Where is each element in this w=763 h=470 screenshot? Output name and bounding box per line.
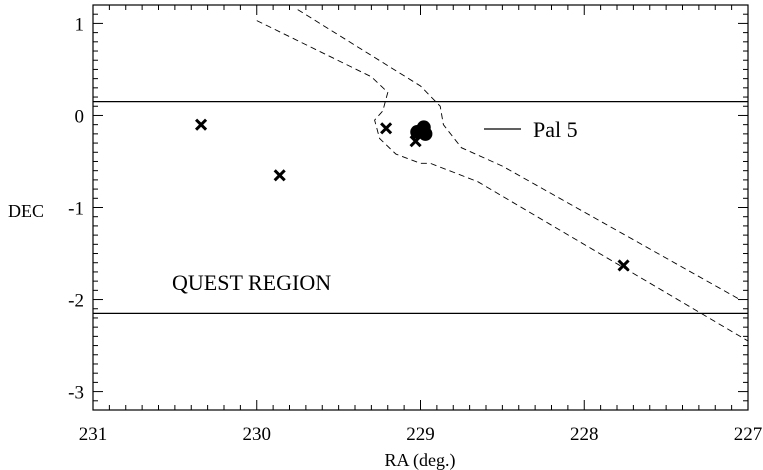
cross-marker xyxy=(195,118,208,131)
pal5-markers xyxy=(410,120,433,141)
y-tick-label: -2 xyxy=(68,291,84,312)
cross-markers xyxy=(195,118,630,272)
cross-stroke xyxy=(617,259,630,272)
x-tick-label: 227 xyxy=(734,424,763,445)
x-tick-label: 230 xyxy=(243,424,272,445)
cross-marker xyxy=(273,169,286,182)
y-tick-label: 0 xyxy=(75,106,85,127)
cross-stroke xyxy=(380,122,393,135)
tidal-tail-boundary xyxy=(297,9,741,300)
tick-labels: 231 230 229 228 227 1 0 -1 -2 -3 xyxy=(68,14,762,445)
ticks xyxy=(92,4,749,411)
y-tick-label: -1 xyxy=(68,199,84,220)
tidal-tail-outline xyxy=(256,9,749,342)
y-tick-label: 1 xyxy=(75,14,85,35)
cross-stroke xyxy=(195,118,208,131)
y-axis-label: DEC xyxy=(8,201,44,221)
cross-marker xyxy=(380,122,393,135)
cross-stroke xyxy=(273,169,286,182)
y-tick-label: -3 xyxy=(68,383,84,404)
x-tick-label: 231 xyxy=(79,424,108,445)
cross-marker xyxy=(617,259,630,272)
pal5-dot xyxy=(418,126,433,141)
x-tick-label: 228 xyxy=(570,424,599,445)
x-axis-label: RA (deg.) xyxy=(385,450,456,470)
x-tick-label: 229 xyxy=(406,424,435,445)
plot-frame xyxy=(92,4,749,411)
quest-region-label: QUEST REGION xyxy=(172,270,331,295)
pal5-label: Pal 5 xyxy=(533,117,578,142)
tidal-tail-boundary xyxy=(256,20,749,342)
